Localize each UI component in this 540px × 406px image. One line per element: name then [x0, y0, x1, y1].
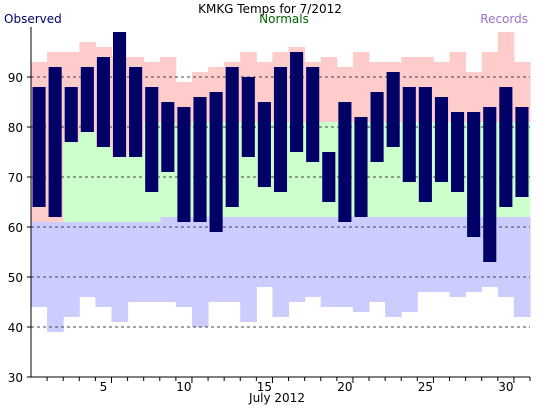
- x-tick-label: 20: [337, 380, 352, 394]
- record-low-band: [127, 222, 145, 302]
- record-low-band: [240, 217, 257, 322]
- normal-band: [95, 147, 112, 222]
- normal-band: [127, 152, 145, 222]
- record-low-band: [417, 217, 434, 292]
- record-low-band: [320, 217, 338, 307]
- y-tick-label: 80: [8, 121, 23, 135]
- observed-bar: [290, 52, 304, 152]
- y-tick-label: 70: [8, 171, 23, 185]
- y-tick-label: 30: [8, 371, 23, 385]
- observed-bar: [483, 107, 497, 262]
- record-low-band: [288, 217, 306, 302]
- observed-bar: [467, 112, 481, 237]
- y-tick-labels: 30 40 50 60 70 80 90: [8, 71, 23, 385]
- record-low-band: [79, 222, 96, 297]
- normal-band: [111, 157, 129, 222]
- chart-title: KMKG Temps for 7/2012: [198, 2, 342, 16]
- y-tick-label: 40: [8, 321, 23, 335]
- observed-bar: [64, 87, 78, 142]
- record-high-band: [449, 52, 467, 122]
- observed-bar: [386, 72, 400, 147]
- observed-bar: [161, 102, 175, 172]
- record-low-band: [159, 217, 177, 302]
- observed-layer: [32, 32, 529, 262]
- observed-bar: [32, 87, 46, 207]
- record-low-band: [175, 217, 193, 307]
- legend-records: Records: [480, 12, 528, 26]
- record-low-band: [272, 217, 290, 317]
- record-high-band: [352, 52, 370, 122]
- record-low-band: [401, 217, 418, 312]
- record-low-band: [385, 217, 402, 317]
- x-tick-label: 30: [498, 380, 513, 394]
- x-tick-label: 25: [418, 380, 433, 394]
- normal-band: [63, 142, 80, 222]
- record-low-band: [95, 222, 112, 307]
- observed-bar: [434, 97, 449, 182]
- observed-bar: [225, 67, 239, 207]
- observed-bar: [209, 92, 223, 232]
- x-axis-label: July 2012: [248, 391, 305, 405]
- observed-bar: [48, 67, 62, 217]
- x-tick-labels: 5 10 15 20 25 30: [100, 380, 514, 394]
- x-tick-label: 5: [100, 380, 108, 394]
- y-tick-label: 50: [8, 271, 23, 285]
- observed-bar: [354, 117, 368, 217]
- observed-bar: [515, 107, 529, 197]
- record-low-band: [224, 217, 241, 302]
- record-low-band: [111, 222, 129, 322]
- observed-bar: [80, 67, 94, 132]
- record-low-band: [352, 217, 370, 312]
- record-low-band: [304, 217, 322, 297]
- y-tick-label: 90: [8, 71, 23, 85]
- record-high-band: [320, 57, 338, 122]
- record-low-band: [336, 217, 354, 307]
- record-low-band: [191, 217, 209, 327]
- observed-bar: [306, 67, 320, 162]
- record-low-band: [256, 217, 273, 287]
- record-low-band: [369, 217, 386, 302]
- observed-bar: [402, 87, 416, 182]
- record-low-band: [63, 222, 80, 317]
- observed-bar: [241, 77, 255, 157]
- record-low-band: [433, 217, 451, 292]
- observed-bar: [338, 102, 352, 222]
- record-low-band: [449, 217, 467, 297]
- legend-normals: Normals: [259, 12, 309, 26]
- record-low-band: [497, 217, 515, 297]
- record-low-band: [143, 222, 161, 302]
- observed-bar: [418, 87, 432, 202]
- observed-bar: [177, 107, 191, 222]
- x-tick-label: 10: [176, 380, 191, 394]
- observed-bar: [273, 67, 288, 192]
- observed-bar: [193, 97, 207, 222]
- axis-layer: [27, 27, 531, 383]
- x-tick-label: 15: [257, 380, 272, 394]
- record-high-band: [465, 72, 483, 122]
- observed-bar: [96, 57, 110, 147]
- observed-bar: [370, 92, 384, 162]
- record-low-band: [31, 222, 48, 307]
- observed-bar: [112, 32, 127, 157]
- record-low-band: [513, 217, 531, 317]
- record-high-band: [481, 52, 499, 122]
- observed-bar: [257, 102, 271, 187]
- record-low-band: [208, 217, 225, 302]
- observed-bar: [322, 152, 336, 202]
- observed-bar: [129, 67, 143, 157]
- observed-bar: [145, 87, 159, 192]
- legend-observed: Observed: [4, 12, 62, 26]
- observed-bar: [499, 87, 513, 207]
- y-tick-label: 60: [8, 221, 23, 235]
- observed-bar: [451, 112, 465, 192]
